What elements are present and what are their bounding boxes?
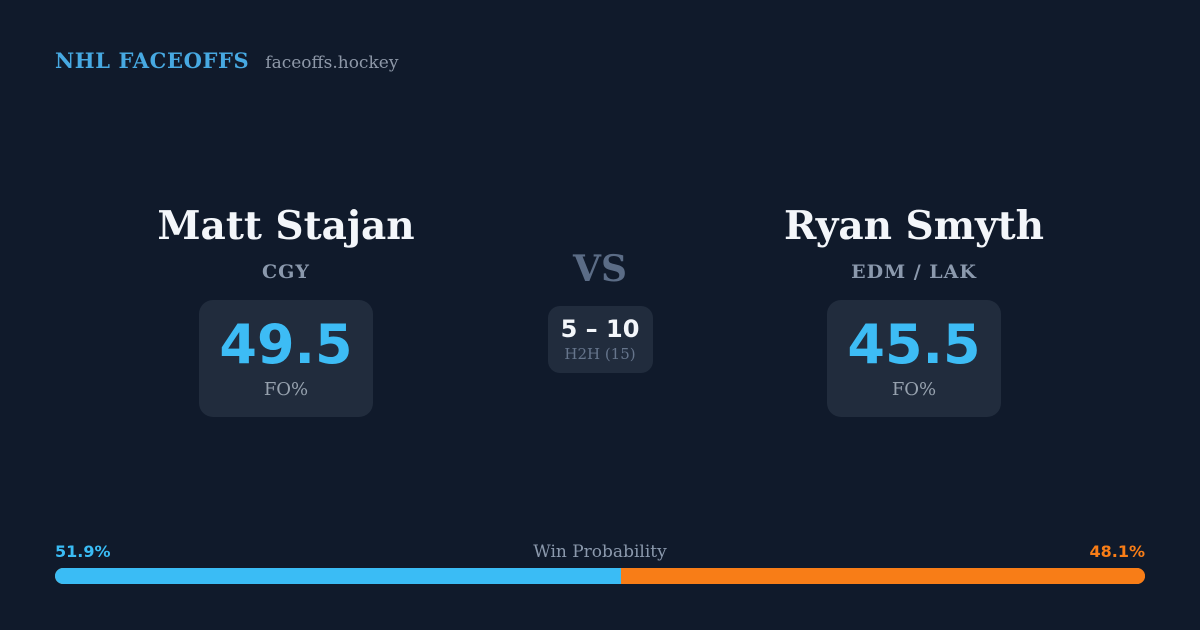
player1-stat-card: 49.5 FO% — [199, 299, 373, 417]
win-prob-fill-right — [620, 568, 1145, 584]
player1-column: Matt Stajan CGY 49.5 FO% — [116, 205, 456, 417]
head-to-head-card: 5 – 10 H2H (15) — [547, 306, 653, 373]
vs-label: VS — [573, 248, 627, 290]
head-to-head-record: 5 – 10 — [560, 315, 640, 344]
versus-column: VS 5 – 10 H2H (15) — [440, 251, 760, 373]
site-url: faceoffs.hockey — [265, 53, 399, 73]
header: NHL FACEOFFS faceoffs.hockey — [55, 48, 398, 73]
player1-team: CGY — [262, 260, 310, 283]
player2-stat-label: FO% — [891, 379, 937, 401]
player1-stat-label: FO% — [263, 379, 309, 401]
brand-title: NHL FACEOFFS — [55, 48, 250, 73]
player2-faceoff-pct: 45.5 — [847, 313, 981, 377]
player2-team: EDM / LAK — [851, 260, 977, 283]
win-prob-right-pct: 48.1% — [1089, 542, 1145, 561]
win-prob-left-pct: 51.9% — [55, 542, 111, 561]
player1-name: Matt Stajan — [157, 203, 415, 249]
player2-column: Ryan Smyth EDM / LAK 45.5 FO% — [744, 205, 1084, 417]
player2-stat-card: 45.5 FO% — [827, 299, 1001, 417]
win-probability-bar — [55, 568, 1145, 584]
player2-name: Ryan Smyth — [783, 203, 1045, 249]
head-to-head-label: H2H (15) — [564, 344, 636, 363]
win-probability-labels: 51.9% Win Probability 48.1% — [55, 542, 1145, 564]
win-prob-fill-left — [55, 568, 621, 584]
player1-faceoff-pct: 49.5 — [219, 313, 353, 377]
win-probability-title: Win Probability — [533, 542, 667, 562]
